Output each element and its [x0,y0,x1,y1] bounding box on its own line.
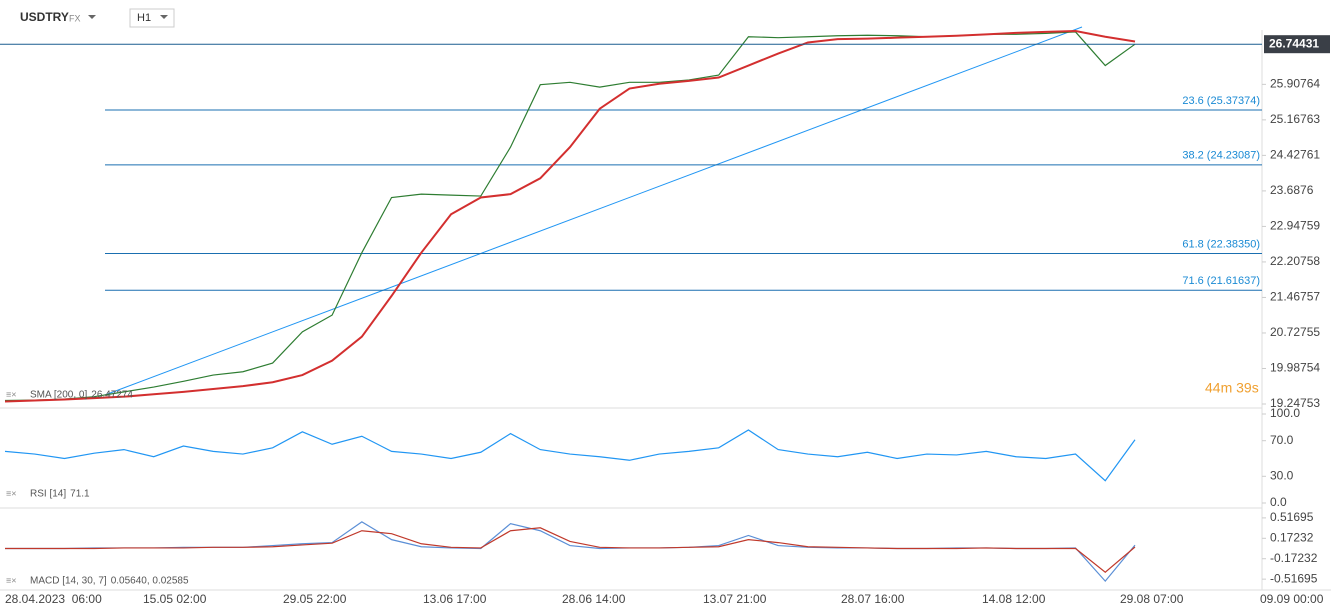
countdown: 44m 39s [1205,380,1259,396]
symbol: USDTRY [20,10,69,24]
time-label: 28.07 16:00 [841,592,905,606]
timeframe: H1 [137,12,151,24]
time-label: 09.09 00:00 [1260,592,1324,606]
series-line [4,31,1136,402]
current-price-box [1264,35,1330,54]
indicator-name: MACD [14, 30, 7] [30,576,107,587]
y-tick-label: 0.0 [1270,495,1287,509]
time-label: 29.08 07:00 [1120,592,1184,606]
fib-label: 38.2 (24.23087) [1182,150,1260,162]
y-tick-label: 70.0 [1270,433,1294,447]
time-label: 13.07 21:00 [703,592,767,606]
y-tick-label: 22.94759 [1270,219,1320,233]
series-line [4,429,1136,482]
time-label: 15.05 02:00 [143,592,207,606]
fib-label: 71.6 (21.61637) [1182,275,1260,287]
indicator-name: RSI [14] [30,489,66,500]
indicator-value: 26.47274 [91,390,133,401]
y-tick-label: 23.6876 [1270,183,1314,197]
indicator-name: SMA [200, 0] [30,390,87,401]
y-tick-label: 25.90764 [1270,77,1320,91]
y-tick-label: 21.46757 [1270,290,1320,304]
indicator-icon: ≡× [6,389,17,399]
series-line [4,29,1136,403]
y-tick-label: 20.72755 [1270,325,1320,339]
indicator-icon: ≡× [6,575,17,585]
indicator-value: 71.1 [70,489,90,500]
y-tick-label: 0.51695 [1270,510,1314,524]
time-label: 28.04.2023 06:00 [5,592,102,606]
market: FX [69,13,81,23]
fib-label: 61.8 (22.38350) [1182,238,1260,250]
timeframe-select[interactable] [129,8,175,28]
y-tick-label: 0.17232 [1270,530,1314,544]
y-tick-label: 22.20758 [1270,254,1320,268]
series-line [5,527,1136,573]
y-tick-label: 30.0 [1270,468,1294,482]
y-tick-label: 24.42761 [1270,148,1320,162]
indicator-icon: ≡× [6,488,17,498]
y-tick-label: -0.51695 [1270,571,1318,585]
indicator-value: 0.05640, 0.02585 [111,576,189,587]
y-tick-label: 100.0 [1270,406,1300,420]
y-tick-label: 19.24753 [1270,396,1320,410]
fib-label: 23.6 (25.37374) [1182,95,1260,107]
y-tick-label: -0.17232 [1270,551,1318,565]
y-tick-label: 19.98754 [1270,361,1320,375]
symbol-dropdown[interactable] [88,15,96,19]
time-label: 28.06 14:00 [562,592,626,606]
trend-line [104,26,1083,396]
time-label: 14.08 12:00 [982,592,1046,606]
series-line [5,521,1136,583]
timeframe-dropdown [160,15,168,19]
current-price: 26.74431 [1269,36,1319,50]
time-label: 29.05 22:00 [283,592,347,606]
time-label: 13.06 17:00 [423,592,487,606]
y-tick-label: 25.16763 [1270,112,1320,126]
